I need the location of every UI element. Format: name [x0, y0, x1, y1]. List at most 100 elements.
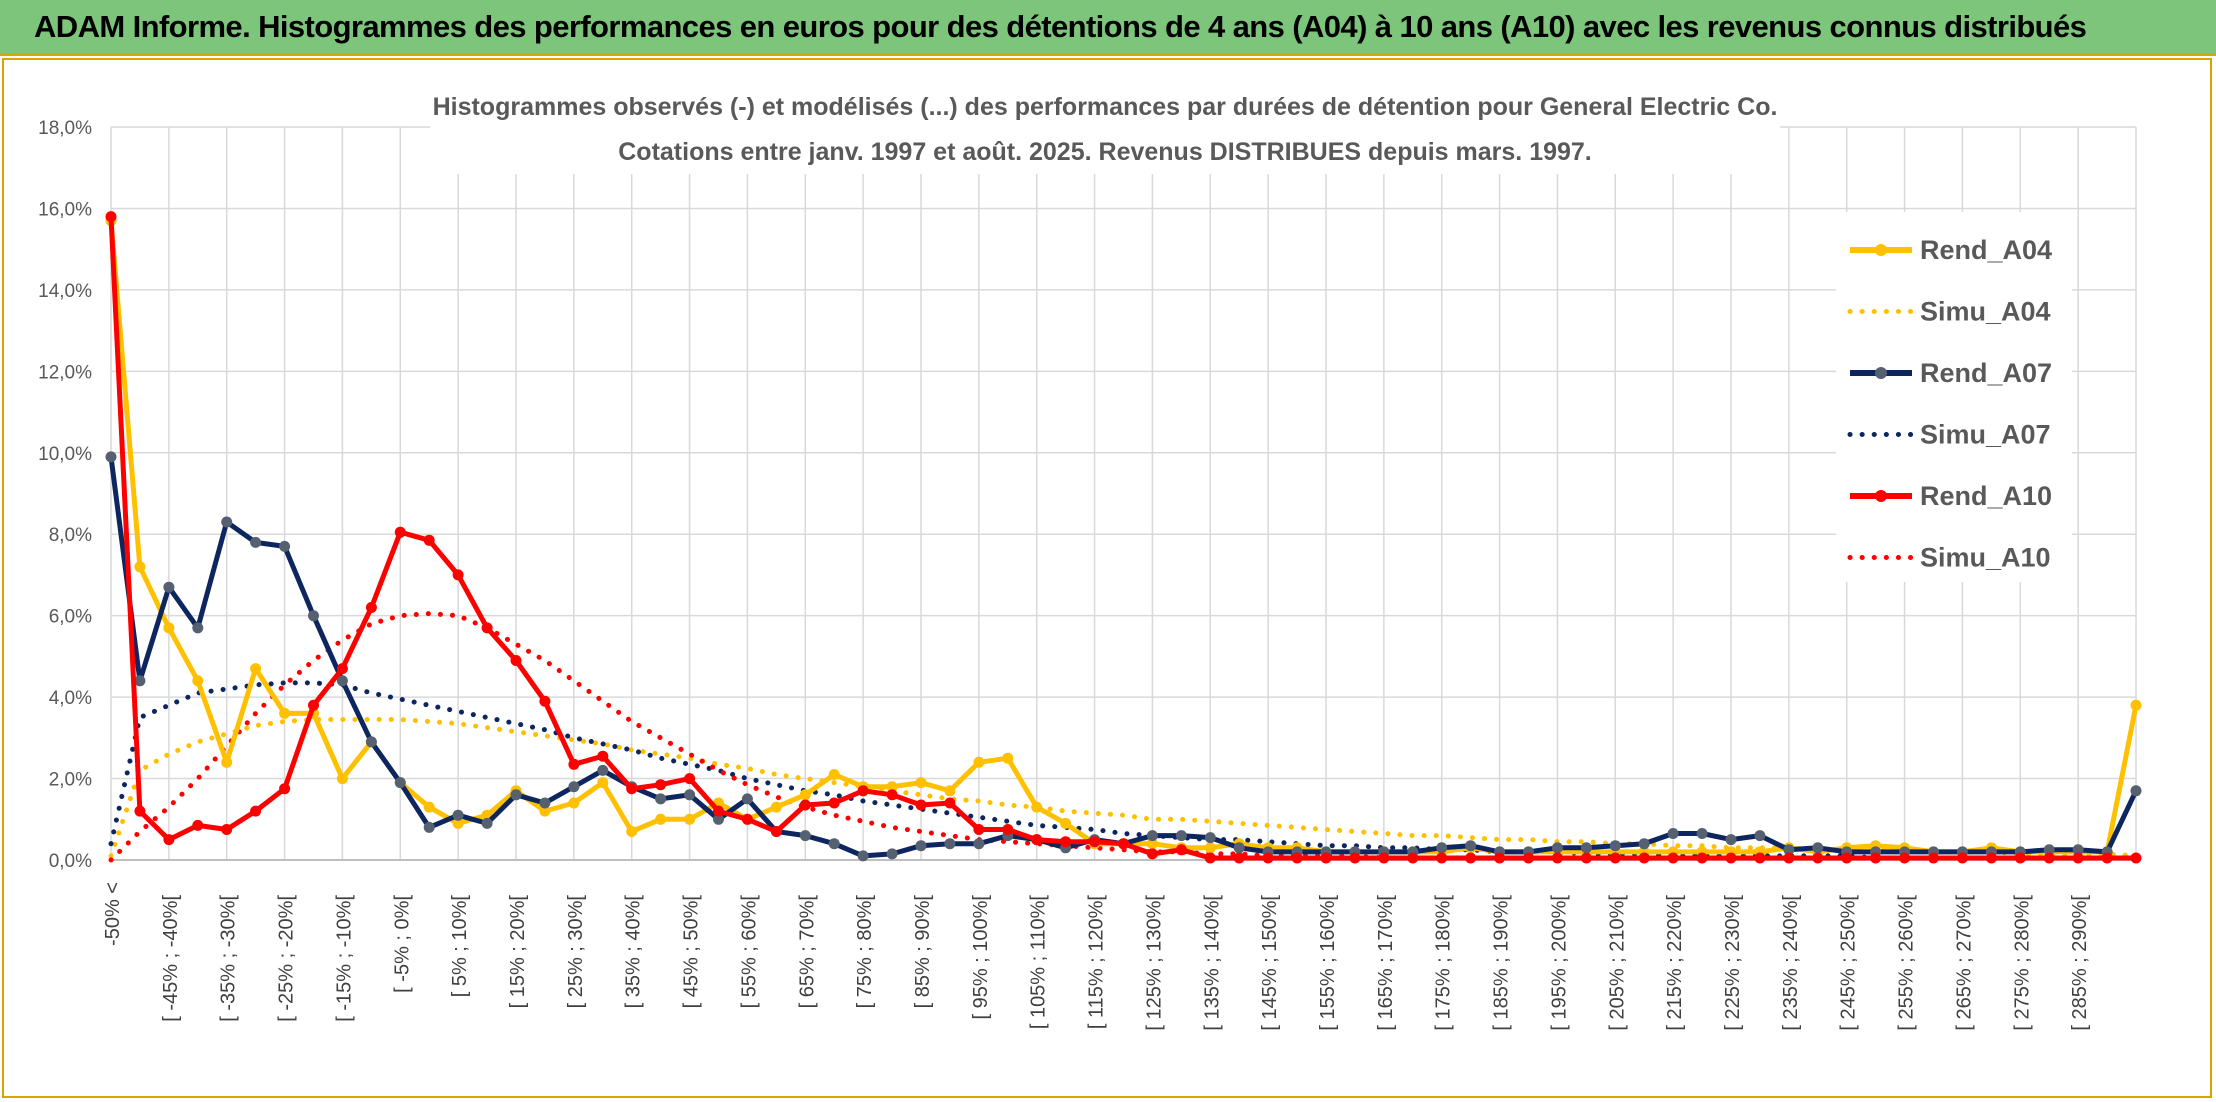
- y-tick-label: 16,0%: [38, 199, 92, 220]
- series-simu-a07: [108, 680, 2139, 861]
- y-tick-label: 18,0%: [38, 118, 92, 139]
- data-point: [684, 789, 696, 801]
- data-point: [192, 819, 204, 831]
- data-point: [481, 817, 493, 829]
- data-point: [886, 789, 898, 801]
- x-axis: -50% < [ -45% ; -40%[[ -35% ; -30%[[ -25%…: [102, 859, 2136, 1031]
- data-point: [1233, 842, 1245, 854]
- data-point: [308, 699, 319, 711]
- y-tick-label: 10,0%: [38, 444, 92, 465]
- x-tick-label: [ 135% ; 140%[: [1201, 895, 1223, 1031]
- chart-series: [105, 211, 2142, 864]
- data-point: [626, 826, 638, 837]
- x-tick-label: [ 175% ; 180%[: [1433, 895, 1455, 1031]
- data-point: [1523, 852, 1534, 864]
- legend-marker: [1875, 244, 1887, 256]
- data-point: [568, 758, 580, 770]
- data-point: [2130, 852, 2142, 864]
- data-point: [539, 695, 551, 707]
- data-point: [655, 793, 667, 805]
- x-tick-label: [ 115% ; 120%[: [1086, 895, 1108, 1030]
- x-tick-label: [ 15% ; 20%[: [507, 895, 529, 1009]
- legend-item-rend-a10: Rend_A10: [1850, 481, 2052, 511]
- y-tick-label: 8,0%: [49, 525, 92, 546]
- data-point: [655, 813, 667, 825]
- x-tick-label: [ 75% ; 80%[: [854, 895, 876, 1009]
- data-point: [279, 783, 291, 795]
- data-point: [2130, 699, 2142, 711]
- x-tick-label: [ 145% ; 150%[: [1259, 895, 1281, 1031]
- data-point: [828, 797, 840, 809]
- data-point: [1754, 830, 1766, 842]
- legend-item-simu-a07: Simu_A07: [1847, 420, 2051, 450]
- data-point: [105, 451, 117, 463]
- data-point: [799, 830, 811, 842]
- data-point: [626, 783, 638, 795]
- legend-item-rend-a07: Rend_A07: [1850, 358, 2052, 388]
- series-line-simu-a10: [108, 611, 2139, 863]
- x-tick-label: [ 125% ; 130%[: [1143, 895, 1165, 1031]
- data-point: [1609, 840, 1621, 852]
- data-point: [915, 799, 927, 811]
- x-tick-label: [ -15% ; -10%[: [333, 895, 355, 1022]
- data-point: [1002, 824, 1014, 835]
- data-point: [1696, 828, 1708, 839]
- data-point: [2130, 785, 2142, 797]
- x-tick-label: [ 215% ; 220%[: [1664, 895, 1686, 1031]
- data-point: [1551, 852, 1563, 864]
- x-tick-label: [ 85% ; 90%[: [912, 895, 934, 1009]
- data-point: [1436, 842, 1448, 854]
- series-simu-a10: [108, 611, 2139, 863]
- data-point: [394, 526, 406, 538]
- data-point: [2014, 852, 2026, 864]
- data-point: [365, 602, 377, 613]
- data-point: [250, 536, 262, 548]
- data-point: [857, 785, 869, 797]
- x-tick-label: [ 195% ; 200%[: [1548, 895, 1570, 1031]
- data-point: [799, 799, 811, 811]
- data-point: [336, 663, 348, 675]
- data-point: [510, 789, 522, 801]
- data-point: [1262, 852, 1274, 864]
- data-point: [308, 610, 319, 622]
- data-point: [452, 569, 464, 581]
- data-point: [1870, 852, 1882, 864]
- data-point: [510, 655, 522, 666]
- data-point: [1118, 838, 1129, 850]
- data-point: [597, 750, 609, 762]
- data-point: [741, 793, 753, 805]
- y-tick-label: 6,0%: [49, 607, 92, 628]
- x-tick-label: [ 285% ; 290%[: [2069, 895, 2091, 1031]
- y-tick-label: 0,0%: [49, 851, 92, 872]
- x-tick-label: [ 155% ; 160%[: [1317, 895, 1339, 1031]
- chart-title: Histogrammes observés (-) et modélisés (…: [433, 93, 1778, 121]
- x-tick-label: [ 245% ; 250%[: [1838, 895, 1860, 1031]
- legend-marker: [1875, 367, 1887, 379]
- data-point: [1146, 830, 1158, 842]
- x-tick-label: [ 55% ; 60%[: [738, 895, 760, 1009]
- x-tick-label: [ 5% ; 10%[: [449, 895, 471, 998]
- data-point: [1320, 852, 1332, 864]
- data-point: [1031, 801, 1043, 813]
- x-tick-label: [ 265% ; 270%[: [1953, 895, 1975, 1031]
- data-point: [915, 840, 927, 852]
- data-point: [973, 756, 985, 768]
- data-point: [1812, 842, 1824, 854]
- data-point: [1696, 852, 1708, 864]
- data-point: [568, 797, 580, 809]
- data-point: [1928, 852, 1939, 864]
- data-point: [1783, 852, 1795, 864]
- data-point: [423, 534, 435, 546]
- y-tick-label: 12,0%: [38, 362, 92, 383]
- data-point: [221, 824, 233, 835]
- x-tick-label: [ 165% ; 170%[: [1375, 895, 1397, 1031]
- data-point: [1580, 852, 1592, 864]
- data-point: [597, 777, 609, 789]
- data-point: [163, 834, 175, 846]
- legend: Rend_A04 Simu_A04 Rend_A07 Simu_A07 Rend_A10…: [1836, 212, 2072, 582]
- legend-label: Rend_A04: [1920, 235, 2052, 265]
- data-point: [1291, 852, 1303, 864]
- banner: ADAM Informe. Histogrammes des performan…: [0, 0, 2216, 56]
- data-point: [1089, 836, 1101, 848]
